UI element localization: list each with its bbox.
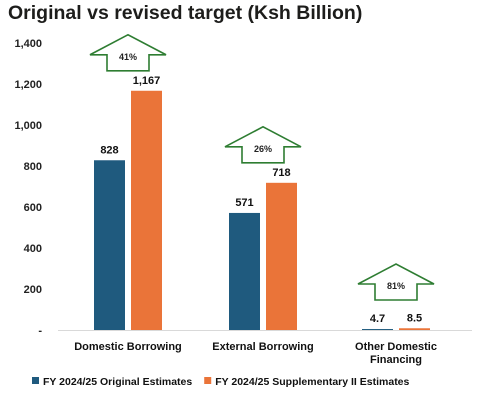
y-tick-label: 600 [24,202,42,214]
change-percent-label: 41% [119,52,137,62]
bar [229,212,260,330]
bar [266,182,297,330]
data-label: 4.7 [370,313,385,325]
change-arrow-icon [89,33,167,72]
category-label: External Borrowing [212,341,313,353]
y-tick-label: 1,400 [14,38,42,50]
y-tick-label: 800 [24,161,42,173]
y-tick-label: - [38,325,42,337]
data-label: 571 [235,197,253,209]
change-percent-label: 26% [254,144,272,154]
bar [362,329,393,330]
y-tick-label: 200 [24,284,42,296]
category-label: Other Domestic [355,341,437,353]
change-arrow-icon [357,263,435,301]
legend-swatch [32,377,39,384]
legend-swatch [204,377,212,384]
data-label: 8.5 [407,312,422,324]
bar [131,90,162,330]
y-tick-label: 1,200 [14,79,42,91]
category-label: Domestic Borrowing [74,341,182,353]
bar [94,160,125,330]
data-label: 828 [100,144,118,156]
data-label: 1,167 [133,75,161,87]
y-tick-label: 400 [24,243,42,255]
change-percent-label: 81% [387,281,405,291]
legend-label: FY 2024/25 Supplementary II Estimates [215,376,409,388]
category-label: Financing [370,354,422,366]
data-label: 718 [272,167,290,179]
y-tick-label: 1,000 [14,120,42,132]
change-arrow-icon [224,125,302,164]
chart-title: Original vs revised target (Ksh Billion) [8,2,363,24]
legend-label: FY 2024/25 Original Estimates [43,376,192,388]
bar [399,328,430,330]
